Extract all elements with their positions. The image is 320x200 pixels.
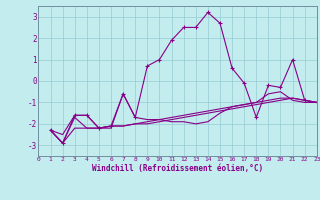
X-axis label: Windchill (Refroidissement éolien,°C): Windchill (Refroidissement éolien,°C) bbox=[92, 164, 263, 173]
